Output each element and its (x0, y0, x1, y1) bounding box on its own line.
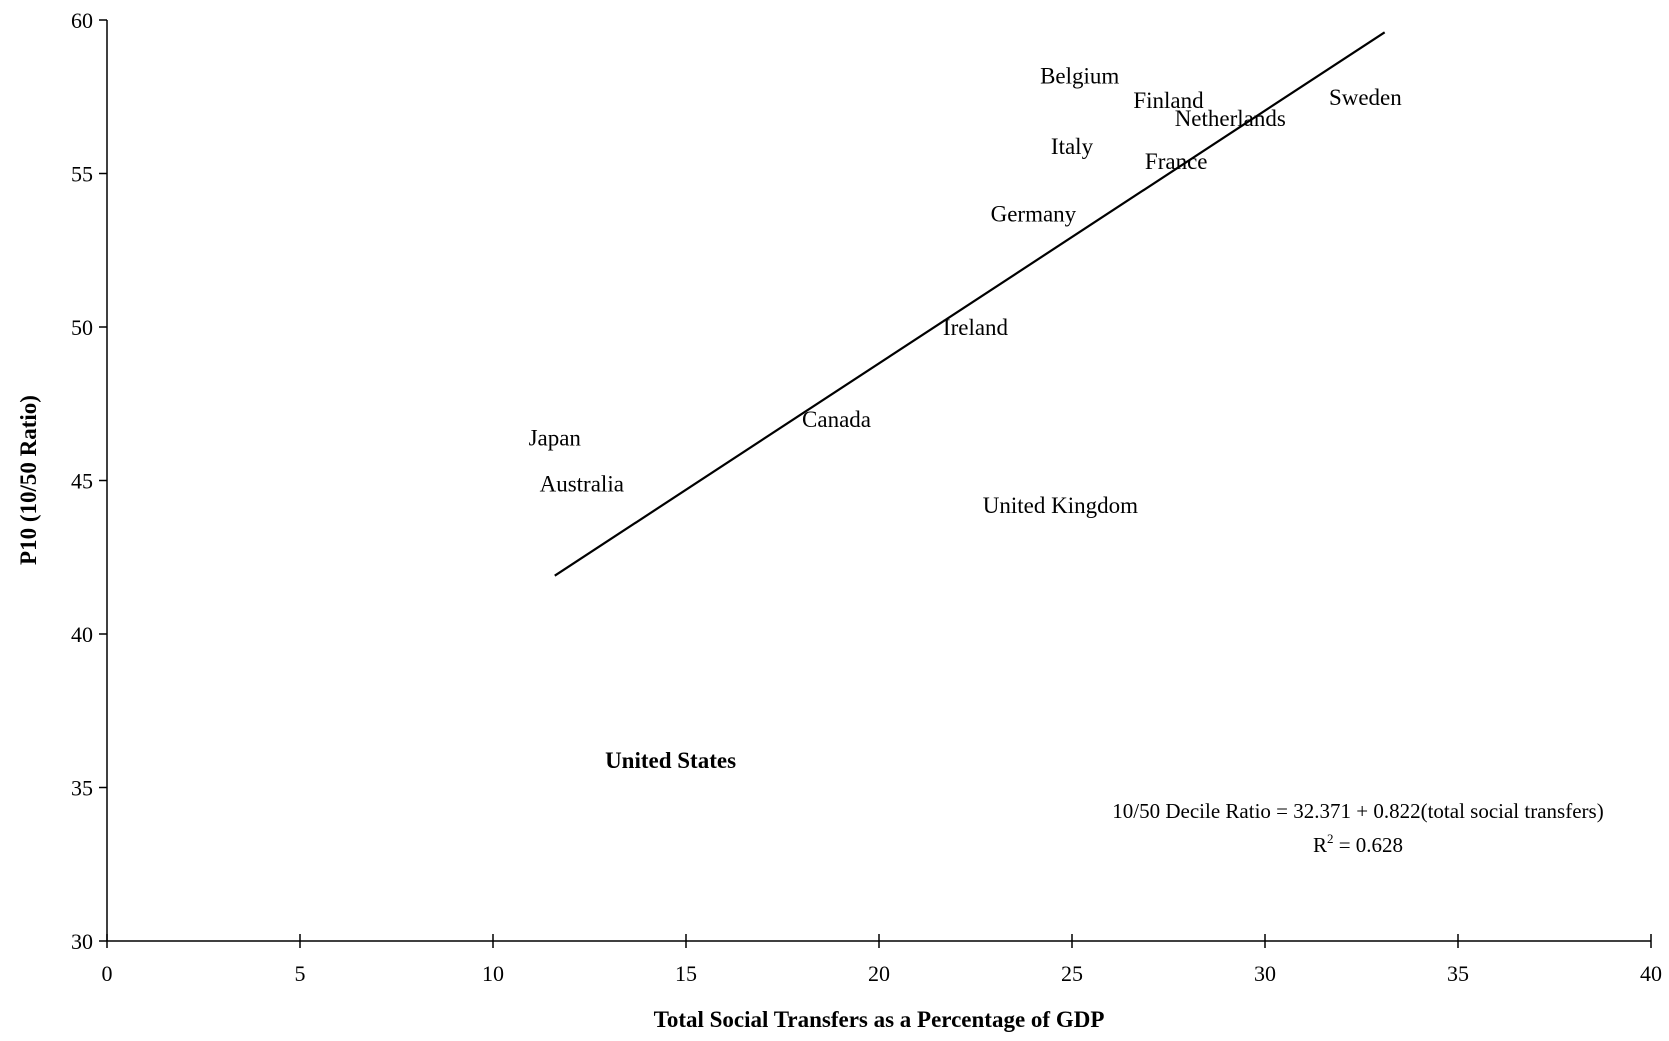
y-tick-label: 40 (71, 622, 93, 647)
r-squared-symbol: R (1313, 833, 1327, 857)
x-tick-label: 40 (1640, 961, 1662, 986)
data-point-australia: Australia (540, 472, 624, 497)
y-axis-ticks: 30 35 40 45 50 55 60 (71, 8, 107, 954)
r-squared-value: = 0.628 (1333, 833, 1403, 857)
y-tick-label: 45 (71, 469, 93, 494)
data-point-united-states: United States (605, 748, 736, 773)
y-axis-title: P10 (10/50 Ratio) (16, 395, 41, 565)
y-tick-label: 60 (71, 8, 93, 33)
data-point-japan: Japan (529, 426, 582, 451)
trend-line (554, 31, 1386, 577)
x-axis-title: Total Social Transfers as a Percentage o… (654, 1007, 1105, 1032)
x-tick-label: 15 (675, 961, 697, 986)
y-tick-label: 50 (71, 315, 93, 340)
y-tick-label: 30 (71, 929, 93, 954)
x-tick-label: 25 (1061, 961, 1083, 986)
data-point-germany: Germany (991, 201, 1077, 226)
data-point-united-kingdom: United Kingdom (983, 493, 1138, 518)
r-squared-label: R2 = 0.628 (1313, 831, 1403, 857)
regression-equation: 10/50 Decile Ratio = 32.371 + 0.822(tota… (1112, 799, 1603, 823)
data-point-france: France (1145, 149, 1208, 174)
y-tick-label: 35 (71, 776, 93, 801)
x-tick-label: 0 (102, 961, 113, 986)
y-tick-label: 55 (71, 162, 93, 187)
x-tick-label: 35 (1447, 961, 1469, 986)
x-tick-label: 10 (482, 961, 504, 986)
data-point-italy: Italy (1051, 134, 1094, 159)
data-point-canada: Canada (802, 407, 871, 432)
x-tick-label: 30 (1254, 961, 1276, 986)
data-point-belgium: Belgium (1040, 63, 1119, 88)
data-point-sweden: Sweden (1329, 85, 1402, 110)
data-point-finland: Finland (1133, 88, 1204, 113)
x-tick-label: 5 (295, 961, 306, 986)
r-squared-superscript: 2 (1327, 831, 1334, 846)
data-point-ireland: Ireland (943, 315, 1009, 340)
data-point-netherlands: Netherlands (1175, 106, 1286, 131)
x-tick-label: 20 (868, 961, 890, 986)
x-axis-ticks: 0 5 10 15 20 25 30 35 40 (102, 934, 1662, 986)
